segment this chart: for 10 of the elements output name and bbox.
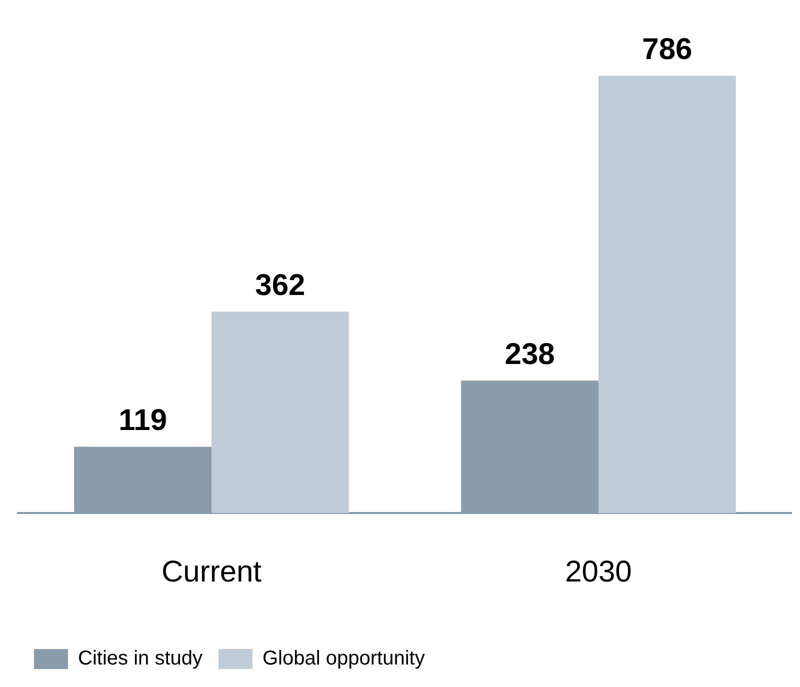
bar <box>212 312 349 513</box>
x-tick-label: Current <box>161 555 262 588</box>
data-label: 238 <box>504 338 555 371</box>
legend-label: Global opportunity <box>262 648 425 670</box>
data-label: 119 <box>118 404 168 438</box>
legend-label: Cities in study <box>78 648 202 670</box>
bar <box>598 76 736 513</box>
x-tick-label: 2030 <box>565 555 632 588</box>
data-label: 362 <box>255 268 306 302</box>
data-label: 786 <box>642 33 692 66</box>
